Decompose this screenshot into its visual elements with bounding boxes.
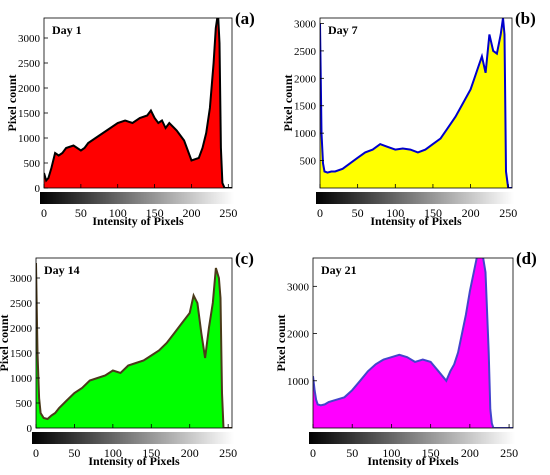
panel-4: 0 50 100 150 200 250 1000 2000 3000 Intensity of … <box>274 249 537 468</box>
y-axis-label: Pixel count <box>5 75 19 132</box>
x-tick-label: 150 <box>424 206 442 220</box>
y-tick-label: 2000 <box>287 329 310 341</box>
intensity-colorbar <box>316 192 514 204</box>
x-tick-label: 200 <box>181 446 199 460</box>
panel-1: 0 50 100 150 200 250050010001500200025003000I… <box>5 9 255 228</box>
plot-frame <box>312 257 514 429</box>
intensity-colorbar <box>309 432 515 444</box>
y-tick-label: 3000 <box>10 273 33 285</box>
x-tick-label: 50 <box>68 446 80 460</box>
y-tick-label: 1000 <box>294 128 317 140</box>
histogram-area <box>44 18 232 188</box>
histogram-area <box>320 18 512 188</box>
x-axis-label: Intensity of Pixels <box>88 454 180 468</box>
panel-title: Day 1 <box>52 23 82 37</box>
y-axis-label: Pixel count <box>281 75 295 132</box>
x-tick-label: 150 <box>422 446 440 460</box>
panel-title: Day 21 <box>321 263 357 277</box>
x-axis-label: Intensity of Pixels <box>370 214 462 228</box>
x-tick-label: 100 <box>386 206 404 220</box>
histogram-outline <box>44 18 232 188</box>
histogram-area <box>36 263 232 428</box>
x-tick-label: 150 <box>146 206 164 220</box>
histogram-outline <box>313 258 513 428</box>
y-tick-label: 2500 <box>10 298 33 310</box>
y-axis-label: Pixel count <box>0 315 11 372</box>
y-tick-label: 0 <box>27 423 33 435</box>
y-tick-label: 3000 <box>287 281 310 293</box>
panel-label: (a) <box>235 9 255 28</box>
x-tick-label: 0 <box>317 206 323 220</box>
x-axis-label: Intensity of Pixels <box>367 454 459 468</box>
x-tick-label: 200 <box>461 446 479 460</box>
y-tick-label: 2500 <box>18 58 41 70</box>
histogram-area <box>313 258 513 428</box>
x-tick-label: 100 <box>109 206 127 220</box>
intensity-colorbar <box>32 432 234 444</box>
y-tick-label: 3000 <box>294 18 317 30</box>
x-tick-label: 250 <box>500 446 518 460</box>
x-tick-label: 0 <box>41 206 47 220</box>
panel-label: (b) <box>515 9 536 28</box>
y-tick-label: 500 <box>300 156 317 168</box>
x-tick-label: 100 <box>104 446 122 460</box>
y-tick-label: 0 <box>35 183 41 195</box>
y-tick-label: 3000 <box>18 33 41 45</box>
y-tick-label: 1000 <box>287 376 310 388</box>
x-tick-label: 250 <box>219 206 237 220</box>
x-axis-label: Intensity of Pixels <box>92 214 184 228</box>
panel-title: Day 14 <box>44 263 80 277</box>
panel-2: 0 50 100 150 200 250 500 1000 1500 2000 2500 3000 In… <box>281 9 536 228</box>
y-tick-label: 1000 <box>18 133 41 145</box>
histogram-outline <box>320 18 512 188</box>
intensity-colorbar <box>40 192 234 204</box>
y-tick-label: 2000 <box>294 73 317 85</box>
y-tick-label: 2000 <box>10 323 33 335</box>
x-tick-label: 250 <box>499 206 517 220</box>
x-tick-label: 250 <box>219 446 237 460</box>
y-tick-label: 2000 <box>18 83 41 95</box>
x-tick-label: 200 <box>182 206 200 220</box>
x-tick-label: 200 <box>462 206 480 220</box>
plot-frame <box>35 257 233 429</box>
panel-label: (d) <box>516 249 537 268</box>
y-tick-label: 1500 <box>18 108 41 120</box>
y-axis-label: Pixel count <box>274 315 288 372</box>
y-tick-label: 1000 <box>10 373 33 385</box>
y-tick-label: 1500 <box>294 101 317 113</box>
x-tick-label: 50 <box>75 206 87 220</box>
panel-title: Day 7 <box>328 23 358 37</box>
x-tick-label: 50 <box>352 206 364 220</box>
x-tick-label: 150 <box>142 446 160 460</box>
x-tick-label: 100 <box>382 446 400 460</box>
x-tick-label: 50 <box>346 446 358 460</box>
y-tick-label: 500 <box>24 158 41 170</box>
plot-frame <box>319 17 513 189</box>
plot-frame <box>43 17 233 189</box>
x-tick-label: 0 <box>33 446 39 460</box>
x-tick-label: 0 <box>310 446 316 460</box>
histogram-outline <box>36 262 232 428</box>
y-tick-label: 1500 <box>10 348 33 360</box>
panel-label: (c) <box>235 249 254 268</box>
panel-3: 0 50 100 150 200 250050010001500200025003000I… <box>0 249 254 468</box>
y-tick-label: 2500 <box>294 46 317 58</box>
y-tick-label: 500 <box>16 398 33 410</box>
